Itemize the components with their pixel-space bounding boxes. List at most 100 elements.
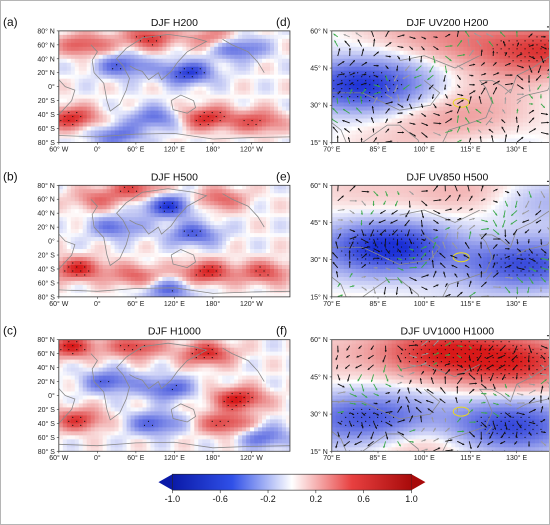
x-tick-label: 180° xyxy=(206,300,221,308)
y-tick-label: 80° N xyxy=(37,182,55,190)
y-tick-label: 0° xyxy=(48,83,55,91)
panel-title: DJF UV1000 H1000 xyxy=(401,327,495,338)
x-tick-label: 85° E xyxy=(369,454,386,462)
y-tick-label: 80° N xyxy=(37,27,55,35)
x-tick-label: 115° E xyxy=(460,300,481,308)
colorbar-left-arrow xyxy=(158,474,173,491)
wind-vectors xyxy=(331,30,549,143)
study-region-outline xyxy=(452,252,470,263)
panel-f: (f)DJF UV1000 H10000.560° N45° N30° N15°… xyxy=(276,324,549,462)
panel-label: (d) xyxy=(276,15,291,29)
y-tick-label: 0° xyxy=(48,238,55,246)
y-tick-label: 20° N xyxy=(37,69,55,77)
coastlines xyxy=(331,209,549,297)
y-tick-label: 45° N xyxy=(310,65,328,73)
y-tick-label: 40° N xyxy=(37,210,55,218)
colorbar-tick-label: -1.0 xyxy=(165,494,180,504)
panel-title: DJF UV850 H500 xyxy=(406,172,488,183)
significance-stipple xyxy=(64,186,269,292)
panel-title: DJF H1000 xyxy=(148,327,201,338)
y-tick-label: 60° N xyxy=(310,182,328,190)
x-tick-label: 115° E xyxy=(460,454,481,462)
x-tick-label: 85° E xyxy=(369,145,386,153)
panel-a: (a) DJF H200 80° N 60° N 40° N 20° N 0° 20° S 40… xyxy=(3,15,291,153)
x-tick-label: 0° xyxy=(94,454,101,462)
coastlines xyxy=(58,33,290,140)
y-tick-label: 60° N xyxy=(37,350,55,358)
y-tick-label: 20° S xyxy=(38,252,55,260)
study-region-outline xyxy=(452,406,470,417)
panel-title: DJF UV200 H200 xyxy=(406,18,488,29)
x-tick-label: 70° E xyxy=(323,145,340,153)
y-tick-label: 30° N xyxy=(310,411,328,419)
x-tick-label: 120° W xyxy=(240,454,263,462)
y-tick-label: 15° N xyxy=(310,293,328,301)
panel-label: (f) xyxy=(276,324,287,338)
panel-title: DJF H500 xyxy=(151,172,198,183)
x-tick-label: 120° W xyxy=(240,145,263,153)
y-tick-label: 40° N xyxy=(37,364,55,372)
anomaly-field xyxy=(331,30,549,143)
panel-e: (e)DJF UV850 H5000.560° N45° N30° N15° N… xyxy=(276,169,549,308)
wind-vectors xyxy=(335,339,549,452)
colorbar-tick-label: 0.6 xyxy=(357,494,369,504)
x-tick-label: 120° E xyxy=(164,454,185,462)
anomaly-field xyxy=(331,339,549,452)
panel-label: (e) xyxy=(276,169,291,183)
x-tick-label: 100° E xyxy=(414,454,435,462)
colorbar-tick-label: 1.0 xyxy=(405,494,417,504)
anomaly-field xyxy=(58,185,290,297)
y-tick-label: 80° S xyxy=(38,448,55,456)
x-tick-label: 100° E xyxy=(414,300,435,308)
x-tick-label: 0° xyxy=(94,145,101,153)
panel-label: (b) xyxy=(3,169,18,183)
panel-title: DJF H200 xyxy=(151,18,198,29)
x-tick-label: 100° E xyxy=(414,145,435,153)
panel-frame xyxy=(331,184,549,298)
panel-d: (d)DJF UV200 H2000.560° N45° N30° N15° N… xyxy=(276,15,549,153)
wind-vectors xyxy=(332,185,549,297)
y-tick-label: 60° N xyxy=(310,27,328,35)
x-tick-label: 60° W xyxy=(49,300,68,308)
y-tick-label: 60° S xyxy=(38,279,55,287)
panel-b: (b) DJF H500 80° N 60° N 40° N 20° N 0° 20° S 40… xyxy=(3,169,291,308)
y-tick-label: 20° N xyxy=(37,224,55,232)
x-tick-label: 115° E xyxy=(460,145,481,153)
y-tick-label: 40° S xyxy=(38,111,55,119)
x-tick-label: 180° xyxy=(206,145,221,153)
panel-frame xyxy=(331,30,549,143)
y-tick-label: 15° N xyxy=(310,139,328,147)
y-tick-label: 60° S xyxy=(38,125,55,133)
y-tick-label: 60° N xyxy=(37,41,55,49)
anomaly-field xyxy=(331,185,549,297)
coastlines xyxy=(58,342,290,449)
anomaly-field xyxy=(58,30,290,143)
x-tick-label: 70° E xyxy=(323,454,340,462)
coastlines xyxy=(331,364,549,452)
y-tick-label: 0° xyxy=(48,392,55,400)
panel-label: (a) xyxy=(3,15,18,29)
y-tick-label: 30° N xyxy=(310,256,328,264)
colorbar-tick-label: -0.6 xyxy=(212,494,227,504)
y-tick-label: 60° S xyxy=(38,434,55,442)
x-tick-label: 130° E xyxy=(506,300,527,308)
y-tick-label: 40° S xyxy=(38,265,55,273)
y-tick-label: 80° S xyxy=(38,293,55,301)
significance-stipple xyxy=(60,341,253,426)
y-tick-label: 20° S xyxy=(38,406,55,414)
colorbar-tick-label: -0.2 xyxy=(260,494,275,504)
panel-c: (c) DJF H1000 80° N 60° N 40° N 20° N 0° 20° S 4… xyxy=(3,324,291,462)
panel-label: (c) xyxy=(3,324,17,338)
x-tick-label: 120° E xyxy=(164,145,185,153)
y-tick-label: 40° N xyxy=(37,55,55,63)
anomaly-field xyxy=(58,339,290,452)
y-tick-label: 60° N xyxy=(310,336,328,344)
x-tick-label: 130° E xyxy=(506,145,527,153)
x-tick-label: 0° xyxy=(94,300,101,308)
x-tick-label: 180° xyxy=(206,454,221,462)
x-tick-label: 120° E xyxy=(164,300,185,308)
coastlines xyxy=(58,188,290,294)
x-tick-label: 70° E xyxy=(323,300,340,308)
y-tick-label: 30° N xyxy=(310,102,328,110)
